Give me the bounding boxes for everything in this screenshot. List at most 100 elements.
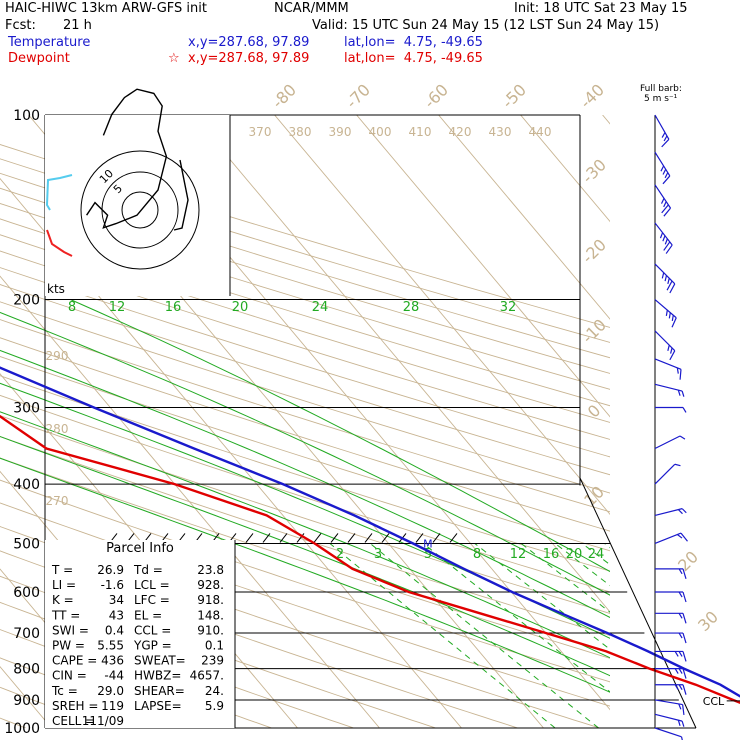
wind-barb-flag xyxy=(671,315,674,322)
wind-barb-shaft xyxy=(654,383,683,392)
mixing-ratio-label: 24 xyxy=(588,547,605,562)
mixing-ratio-label: 2 xyxy=(336,547,344,562)
wind-barb-flag xyxy=(682,591,687,603)
wind-barb-flag xyxy=(664,275,668,282)
hodograph-ring xyxy=(121,191,159,229)
isotherm xyxy=(602,115,610,125)
wind-barb-shaft xyxy=(654,699,683,706)
isotherm-label: 20 xyxy=(674,547,702,575)
isotherm xyxy=(438,115,610,320)
parcel-param-label: Td = xyxy=(133,563,163,577)
theta-label: 370 xyxy=(249,125,272,139)
theta-label: 420 xyxy=(449,125,472,139)
wind-barb-shaft xyxy=(654,435,681,450)
pressure-tick-label: 100 xyxy=(13,108,40,124)
wind-barb-flag xyxy=(680,532,688,542)
pressure-tick-label: 1000 xyxy=(4,721,40,737)
hatch-mark xyxy=(245,533,254,543)
parcel-param-value: 26.9 xyxy=(97,563,124,577)
hodograph-unit-label: kts xyxy=(47,282,65,296)
wind-barb-flag xyxy=(681,390,685,397)
parcel-param-value: 4657. xyxy=(190,669,224,683)
dry-adiabat xyxy=(0,575,436,728)
parcel-param-value: 29.0 xyxy=(97,684,124,698)
wind-barb-flag xyxy=(669,283,676,294)
wind-barb-flag xyxy=(660,165,665,172)
moist-adiabat-label: 12 xyxy=(109,300,126,315)
wind-barb-flag xyxy=(664,238,668,245)
wind-barb-flag xyxy=(677,389,681,396)
parcel-box-background xyxy=(45,540,235,728)
wind-barb-flag xyxy=(665,244,673,254)
mixing-ratio-line xyxy=(329,543,556,728)
wind-barb-shaft xyxy=(654,299,677,319)
dry-adiabat xyxy=(0,435,610,637)
parcel-param-label: Tc = xyxy=(51,684,78,698)
dry-adiabat xyxy=(0,337,610,532)
wind-barb-flag xyxy=(663,207,671,217)
wind-barb-flag xyxy=(682,651,687,662)
barb-key-line2: 5 m s⁻¹ xyxy=(644,94,678,104)
star-icon: ☆ xyxy=(168,51,180,66)
temperature-legend-label: Temperature xyxy=(8,35,91,50)
wind-barb-flag xyxy=(678,591,683,598)
wind-barb-flag xyxy=(681,508,687,514)
wind-barb-flag xyxy=(661,138,670,148)
dry-adiabat xyxy=(0,301,610,494)
wind-barb-shaft xyxy=(654,532,682,545)
dry-adiabat xyxy=(0,479,610,683)
theta-label: 430 xyxy=(489,125,512,139)
wind-barb-shaft xyxy=(654,222,673,246)
hatch-mark xyxy=(279,533,288,543)
dry-adiabat xyxy=(0,187,610,374)
wind-barb-flag xyxy=(674,684,679,691)
mixing-ratio-label: 8 xyxy=(473,547,481,562)
mixing-ratio-line xyxy=(520,543,610,613)
hodograph-trace-red xyxy=(46,229,73,257)
pressure-tick-label: 600 xyxy=(13,585,40,601)
isotherm xyxy=(356,115,610,418)
pressure-tick-label: 700 xyxy=(13,626,40,642)
dry-adiabat xyxy=(0,250,610,440)
wind-barb-flag xyxy=(661,204,669,214)
wind-barb-flag xyxy=(676,534,683,539)
parcel-param-label: SHEAR= xyxy=(134,684,185,698)
parcel-param-label: LAPSE= xyxy=(134,699,182,713)
wind-barb-flag xyxy=(667,278,670,285)
moist-adiabat-label: 24 xyxy=(312,300,329,315)
parcel-param-label: LFC = xyxy=(134,593,170,607)
pressure-tick-label: 900 xyxy=(13,693,40,709)
dewpoint-legend-label: Dewpoint xyxy=(8,51,70,66)
dry-adiabat xyxy=(0,319,610,513)
parcel-param-value: 5.55 xyxy=(97,639,124,653)
parcel-param-value: 24. xyxy=(205,684,224,698)
wind-barb-flag xyxy=(665,309,668,316)
forecast-hour: 21 h xyxy=(63,18,92,33)
parcel-param-label: SREH = xyxy=(52,699,98,713)
theta-label: 280 xyxy=(46,422,69,436)
isotherm-label: -20 xyxy=(578,235,610,267)
parcel-param-label: EL = xyxy=(134,608,162,622)
wind-barb-flag xyxy=(663,135,668,142)
moist-adiabat-label: 32 xyxy=(500,300,517,315)
wind-barb-flag xyxy=(674,668,679,674)
hatch-mark xyxy=(381,533,390,543)
parcel-param-label: CELL = xyxy=(52,714,95,728)
wind-barb-flag xyxy=(682,704,685,715)
wind-barb-flag xyxy=(669,350,676,361)
parcel-info-title: Parcel Info xyxy=(106,541,174,556)
pressure-tick-label: 800 xyxy=(13,662,40,678)
wind-barb-flag xyxy=(662,235,666,242)
isotherm-label: 0 xyxy=(584,401,605,422)
wind-barb-flag xyxy=(678,651,683,657)
hatch-mark xyxy=(449,533,458,543)
parcel-param-value: 23.8 xyxy=(197,563,224,577)
hodograph-trace xyxy=(86,88,168,229)
model-title: HAIC-HIWC 13km ARW-GFS init xyxy=(5,1,207,16)
wind-barb-flag xyxy=(681,720,685,727)
parcel-param-value: -1.6 xyxy=(101,578,124,592)
parcel-param-value: 119 xyxy=(101,699,124,713)
isotherm xyxy=(192,115,610,613)
mixing-ratio-label: 12 xyxy=(510,547,527,562)
